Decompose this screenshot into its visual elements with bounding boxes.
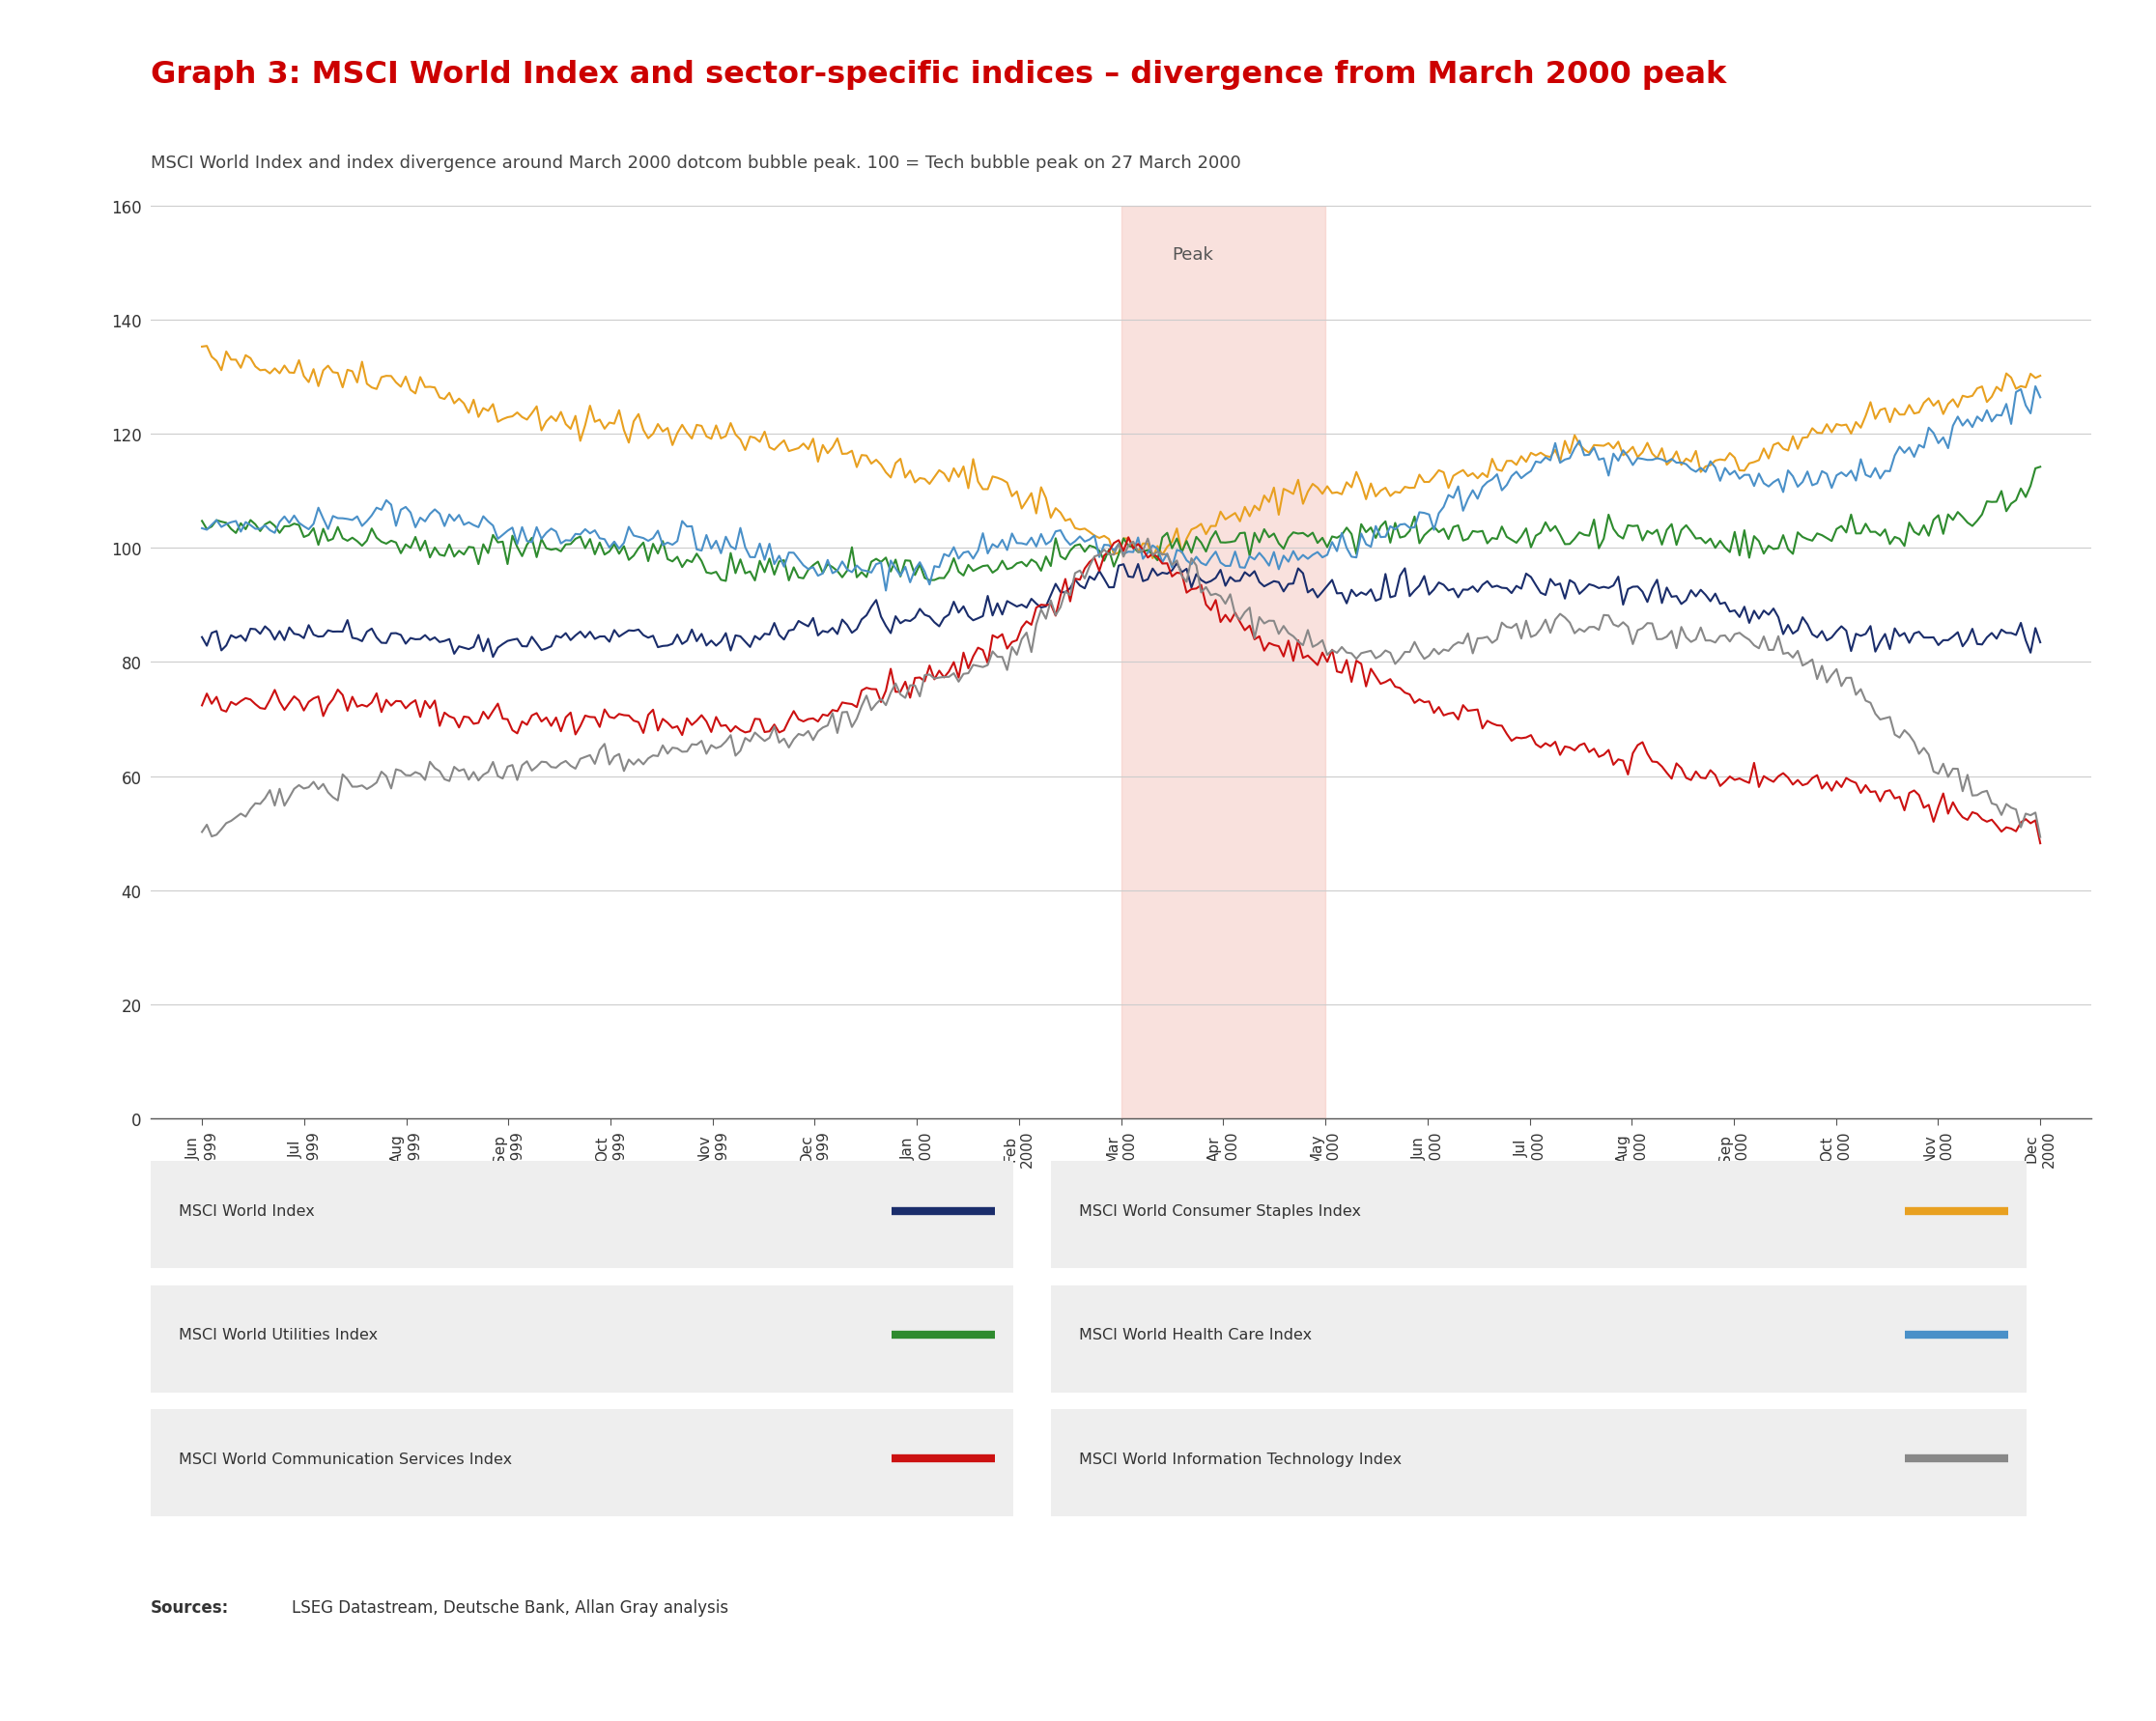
- FancyBboxPatch shape: [1052, 1162, 2027, 1268]
- Text: MSCI World Utilities Index: MSCI World Utilities Index: [179, 1327, 377, 1342]
- Text: MSCI World Consumer Staples Index: MSCI World Consumer Staples Index: [1080, 1203, 1360, 1218]
- FancyBboxPatch shape: [1052, 1409, 2027, 1516]
- FancyBboxPatch shape: [1052, 1286, 2027, 1392]
- Text: MSCI World Communication Services Index: MSCI World Communication Services Index: [179, 1451, 513, 1466]
- FancyBboxPatch shape: [151, 1409, 1013, 1516]
- FancyBboxPatch shape: [151, 1286, 1013, 1392]
- Text: Graph 3: MSCI World Index and sector-specific indices – divergence from March 20: Graph 3: MSCI World Index and sector-spe…: [151, 60, 1727, 89]
- Text: Peak: Peak: [1173, 246, 1214, 263]
- Text: LSEG Datastream, Deutsche Bank, Allan Gray analysis: LSEG Datastream, Deutsche Bank, Allan Gr…: [291, 1599, 729, 1616]
- FancyBboxPatch shape: [151, 1162, 1013, 1268]
- Text: MSCI World Index: MSCI World Index: [179, 1203, 315, 1218]
- Text: MSCI World Index and index divergence around March 2000 dotcom bubble peak. 100 : MSCI World Index and index divergence ar…: [151, 155, 1242, 172]
- Text: Sources:: Sources:: [151, 1599, 229, 1616]
- Bar: [1121, 207, 1326, 1119]
- Text: MSCI World Information Technology Index: MSCI World Information Technology Index: [1080, 1451, 1401, 1466]
- Text: MSCI World Health Care Index: MSCI World Health Care Index: [1080, 1327, 1313, 1342]
